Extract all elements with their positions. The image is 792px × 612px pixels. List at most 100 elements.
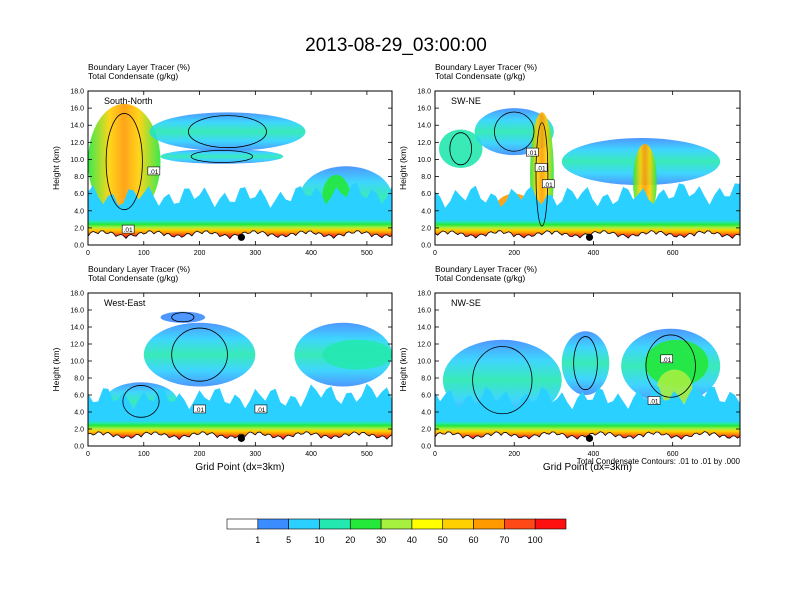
x-tick-label: 400 (305, 451, 317, 458)
contour-line-1 (188, 115, 267, 149)
y-tick-label: 16.0 (417, 308, 431, 315)
contour-label-box (121, 224, 135, 234)
contour-label-box (254, 404, 268, 414)
y-tick-label: 4.0 (74, 208, 84, 215)
y-tick-label: 14.0 (417, 325, 431, 332)
x-tick-label: 0 (433, 451, 437, 458)
colorbar-label: 50 (438, 535, 448, 545)
plume-0 (88, 103, 161, 220)
y-tick-label: 4.0 (421, 410, 431, 417)
y-tick-label: 14.0 (70, 123, 84, 130)
x-tick-label: 400 (588, 451, 600, 458)
panel-label: NW-SE (451, 298, 481, 308)
y-axis-label: Height (km) (398, 146, 408, 190)
field (88, 103, 392, 245)
y-tick-label: 8.0 (74, 376, 84, 383)
y-tick-label: 0.0 (421, 444, 431, 451)
x-tick-label: 0 (86, 451, 90, 458)
y-tick-label: 10.0 (417, 359, 431, 366)
plot-frame (87, 292, 393, 447)
y-tick-label: 10.0 (70, 359, 84, 366)
panel-header-condensate: Total Condensate (g/kg) (435, 273, 525, 283)
plume-1 (149, 112, 306, 151)
colorbar-swatch (288, 518, 320, 530)
contour-label: .01 (662, 357, 671, 364)
colorbar-label: 20 (345, 535, 355, 545)
x-tick-label: 500 (361, 451, 373, 458)
plot-frame (434, 90, 741, 246)
plume-4 (322, 339, 392, 370)
y-tick-label: 6.0 (421, 191, 431, 198)
x-tick-label: 300 (249, 250, 261, 257)
contour-line-2 (645, 334, 696, 398)
x-tick-label: 500 (361, 250, 373, 257)
plume-1 (143, 322, 256, 387)
contour-line-0 (449, 132, 473, 166)
contour-label: .01 (124, 227, 133, 234)
x-axis-label: Grid Point (dx=3km) (543, 462, 632, 473)
x-tick-label: 400 (588, 250, 600, 257)
panel-header-tracer: Boundary Layer Tracer (%) (435, 62, 537, 72)
y-tick-label: 16.0 (70, 308, 84, 315)
panel-south-north: .01 .01 0.0 2.0 4.0 6.0 8.0 10.0 12.0 14.0 16.0 18.… (51, 62, 393, 257)
colorbar-swatch (473, 518, 505, 530)
contour-line-2 (535, 122, 549, 227)
contour-note: Total Condensate Contours: .01 to .01 by… (577, 457, 741, 466)
contour-label-box (147, 166, 161, 176)
y-tick-label: 18.0 (417, 89, 431, 96)
contour-label: .01 (650, 398, 659, 405)
y-tick-label: 18.0 (417, 291, 431, 298)
plume-0 (438, 129, 483, 168)
field (435, 328, 740, 446)
panel-label: SW-NE (451, 96, 481, 106)
contour-label: .01 (195, 407, 204, 414)
plume-1 (561, 331, 610, 395)
y-axis-label: Height (km) (398, 347, 408, 391)
colorbar-swatch (319, 518, 351, 530)
panel-label: South-North (104, 96, 153, 106)
colorbar-swatch (504, 518, 536, 530)
y-tick-label: 2.0 (74, 225, 84, 232)
panel-header-condensate: Total Condensate (g/kg) (435, 71, 525, 81)
location-marker (585, 233, 594, 241)
panel-west-east: .01 .01 0.0 2.0 4.0 6.0 8.0 10.0 12.0 14.0 16.0 18.… (51, 264, 393, 473)
y-tick-label: 18.0 (70, 291, 84, 298)
location-marker (237, 434, 245, 442)
panel-header-tracer: Boundary Layer Tracer (%) (88, 264, 190, 274)
y-tick-label: 6.0 (74, 191, 84, 198)
x-tick-label: 200 (194, 250, 206, 257)
colorbar-swatch (534, 518, 567, 530)
contour-line-0 (122, 385, 160, 418)
panel-label: West-East (104, 298, 146, 308)
contour-label: .01 (544, 182, 553, 189)
panel-nw-se: .01 .01 0.0 2.0 4.0 6.0 8.0 10.0 12.0 14.0 16.0 18.… (398, 264, 741, 473)
plume-2 (160, 311, 206, 323)
colorbar-swatch (380, 518, 413, 530)
colorbar-label: 30 (376, 535, 386, 545)
plume-2 (160, 149, 284, 164)
x-tick-label: 300 (249, 451, 261, 458)
contour-label-box (193, 404, 206, 414)
contour-line-2 (190, 149, 253, 163)
colorbar-swatch (411, 518, 444, 530)
location-marker (237, 233, 245, 241)
y-tick-label: 12.0 (417, 342, 431, 349)
y-tick-label: 16.0 (70, 106, 84, 113)
x-tick-label: 0 (433, 250, 437, 257)
y-tick-label: 0.0 (74, 243, 84, 250)
y-tick-label: 16.0 (417, 106, 431, 113)
contour-label: .01 (537, 166, 546, 173)
x-tick-label: 0 (86, 250, 90, 257)
colorbar-label: 100 (528, 535, 543, 545)
panel-header-condensate: Total Condensate (g/kg) (88, 273, 178, 283)
contour-label-box (526, 147, 539, 157)
y-tick-label: 12.0 (70, 342, 84, 349)
colorbar-label: 10 (314, 535, 324, 545)
x-tick-label: 200 (508, 451, 520, 458)
colorbar-label: 40 (407, 535, 417, 545)
y-tick-label: 14.0 (417, 123, 431, 130)
colorbar-label: 60 (469, 535, 479, 545)
y-tick-label: 2.0 (421, 427, 431, 434)
y-tick-label: 12.0 (70, 140, 84, 147)
contour-line-0 (472, 346, 533, 415)
